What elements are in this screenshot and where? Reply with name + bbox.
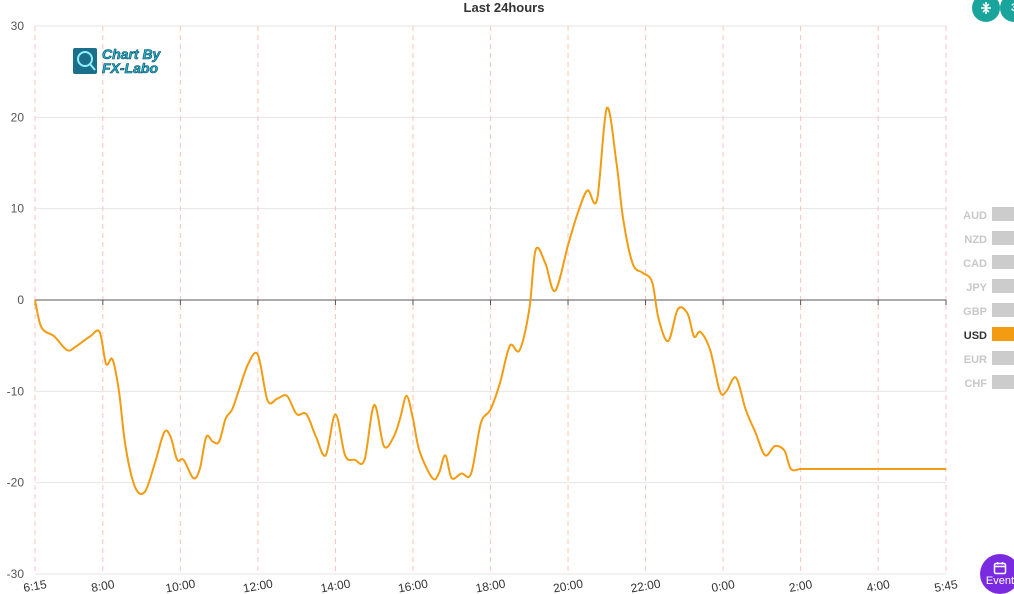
x-tick-label: 2:00 — [788, 577, 814, 594]
legend-label: JPY — [966, 282, 987, 294]
legend-item-aud[interactable]: AUD — [963, 207, 1014, 222]
legend-swatch — [992, 375, 1014, 389]
y-tick-label: 10 — [11, 202, 25, 216]
x-tick-label: 22:00 — [630, 576, 662, 594]
magnifier-icon — [77, 51, 93, 67]
legend-item-usd[interactable]: USD — [964, 327, 1014, 342]
x-tick-label: 16:00 — [397, 576, 429, 594]
legend-item-eur[interactable]: EUR — [964, 351, 1014, 366]
x-tick-label: 4:00 — [865, 577, 891, 594]
x-tick-label: 10:00 — [164, 576, 196, 594]
legend-label: GBP — [963, 306, 987, 318]
legend-item-cad[interactable]: CAD — [963, 255, 1014, 270]
x-tick-label: 6:15 — [22, 577, 48, 594]
y-tick-label: -10 — [7, 384, 25, 398]
x-tick-label: 12:00 — [242, 576, 274, 594]
legend-swatch — [992, 327, 1014, 341]
legend-label: NZD — [964, 234, 987, 246]
legend-swatch — [992, 231, 1014, 245]
legend-label: USD — [964, 330, 987, 342]
legend-swatch — [992, 351, 1014, 365]
legend-item-nzd[interactable]: NZD — [964, 231, 1014, 246]
legend-swatch — [992, 207, 1014, 221]
y-tick-label: 20 — [11, 110, 25, 124]
chart-title: Last 24hours — [464, 0, 545, 15]
watermark-logo: Chart By FX-Labo — [73, 46, 162, 76]
watermark-line2: FX-Labo — [102, 60, 158, 76]
extra-button-label: 3 — [1011, 2, 1014, 14]
y-tick-label: 0 — [17, 293, 24, 307]
legend-item-chf[interactable]: CHF — [964, 375, 1014, 390]
legend-label: CHF — [964, 378, 987, 390]
legend-item-gbp[interactable]: GBP — [963, 303, 1014, 318]
collapse-arrows-icon — [981, 2, 991, 14]
y-tick-label: -30 — [7, 567, 25, 581]
legend-label: AUD — [963, 210, 987, 222]
legend-label: CAD — [963, 258, 987, 270]
calendar-icon — [993, 562, 1007, 575]
legend-item-jpy[interactable]: JPY — [966, 279, 1014, 294]
y-axis-ticks: 30 20 10 0 -10 -20 -30 — [7, 19, 25, 581]
events-button[interactable]: Event — [980, 554, 1014, 594]
y-tick-label: 30 — [11, 19, 25, 33]
x-axis-ticks: 6:15 8:00 10:00 12:00 14:00 16:00 18:00 20:00 22… — [22, 300, 959, 594]
extra-button[interactable]: 3 — [1000, 0, 1014, 22]
collapse-button[interactable] — [972, 0, 1000, 22]
legend: AUD NZD CAD JPY GBP USD EUR CHF — [963, 207, 1014, 390]
x-tick-label: 20:00 — [552, 576, 584, 594]
legend-swatch — [992, 279, 1014, 293]
x-tick-label: 5:45 — [933, 577, 959, 594]
legend-swatch — [992, 303, 1014, 317]
legend-swatch — [992, 255, 1014, 269]
x-tick-label: 8:00 — [90, 577, 116, 594]
events-button-label: Event — [985, 575, 1014, 587]
x-tick-label: 14:00 — [319, 576, 351, 594]
x-tick-label: 0:00 — [710, 577, 736, 594]
series-usd-line — [34, 106, 946, 495]
legend-label: EUR — [964, 354, 987, 366]
y-tick-label: -20 — [7, 476, 25, 490]
watermark-line1: Chart By — [102, 46, 162, 62]
x-tick-label: 18:00 — [474, 576, 506, 594]
